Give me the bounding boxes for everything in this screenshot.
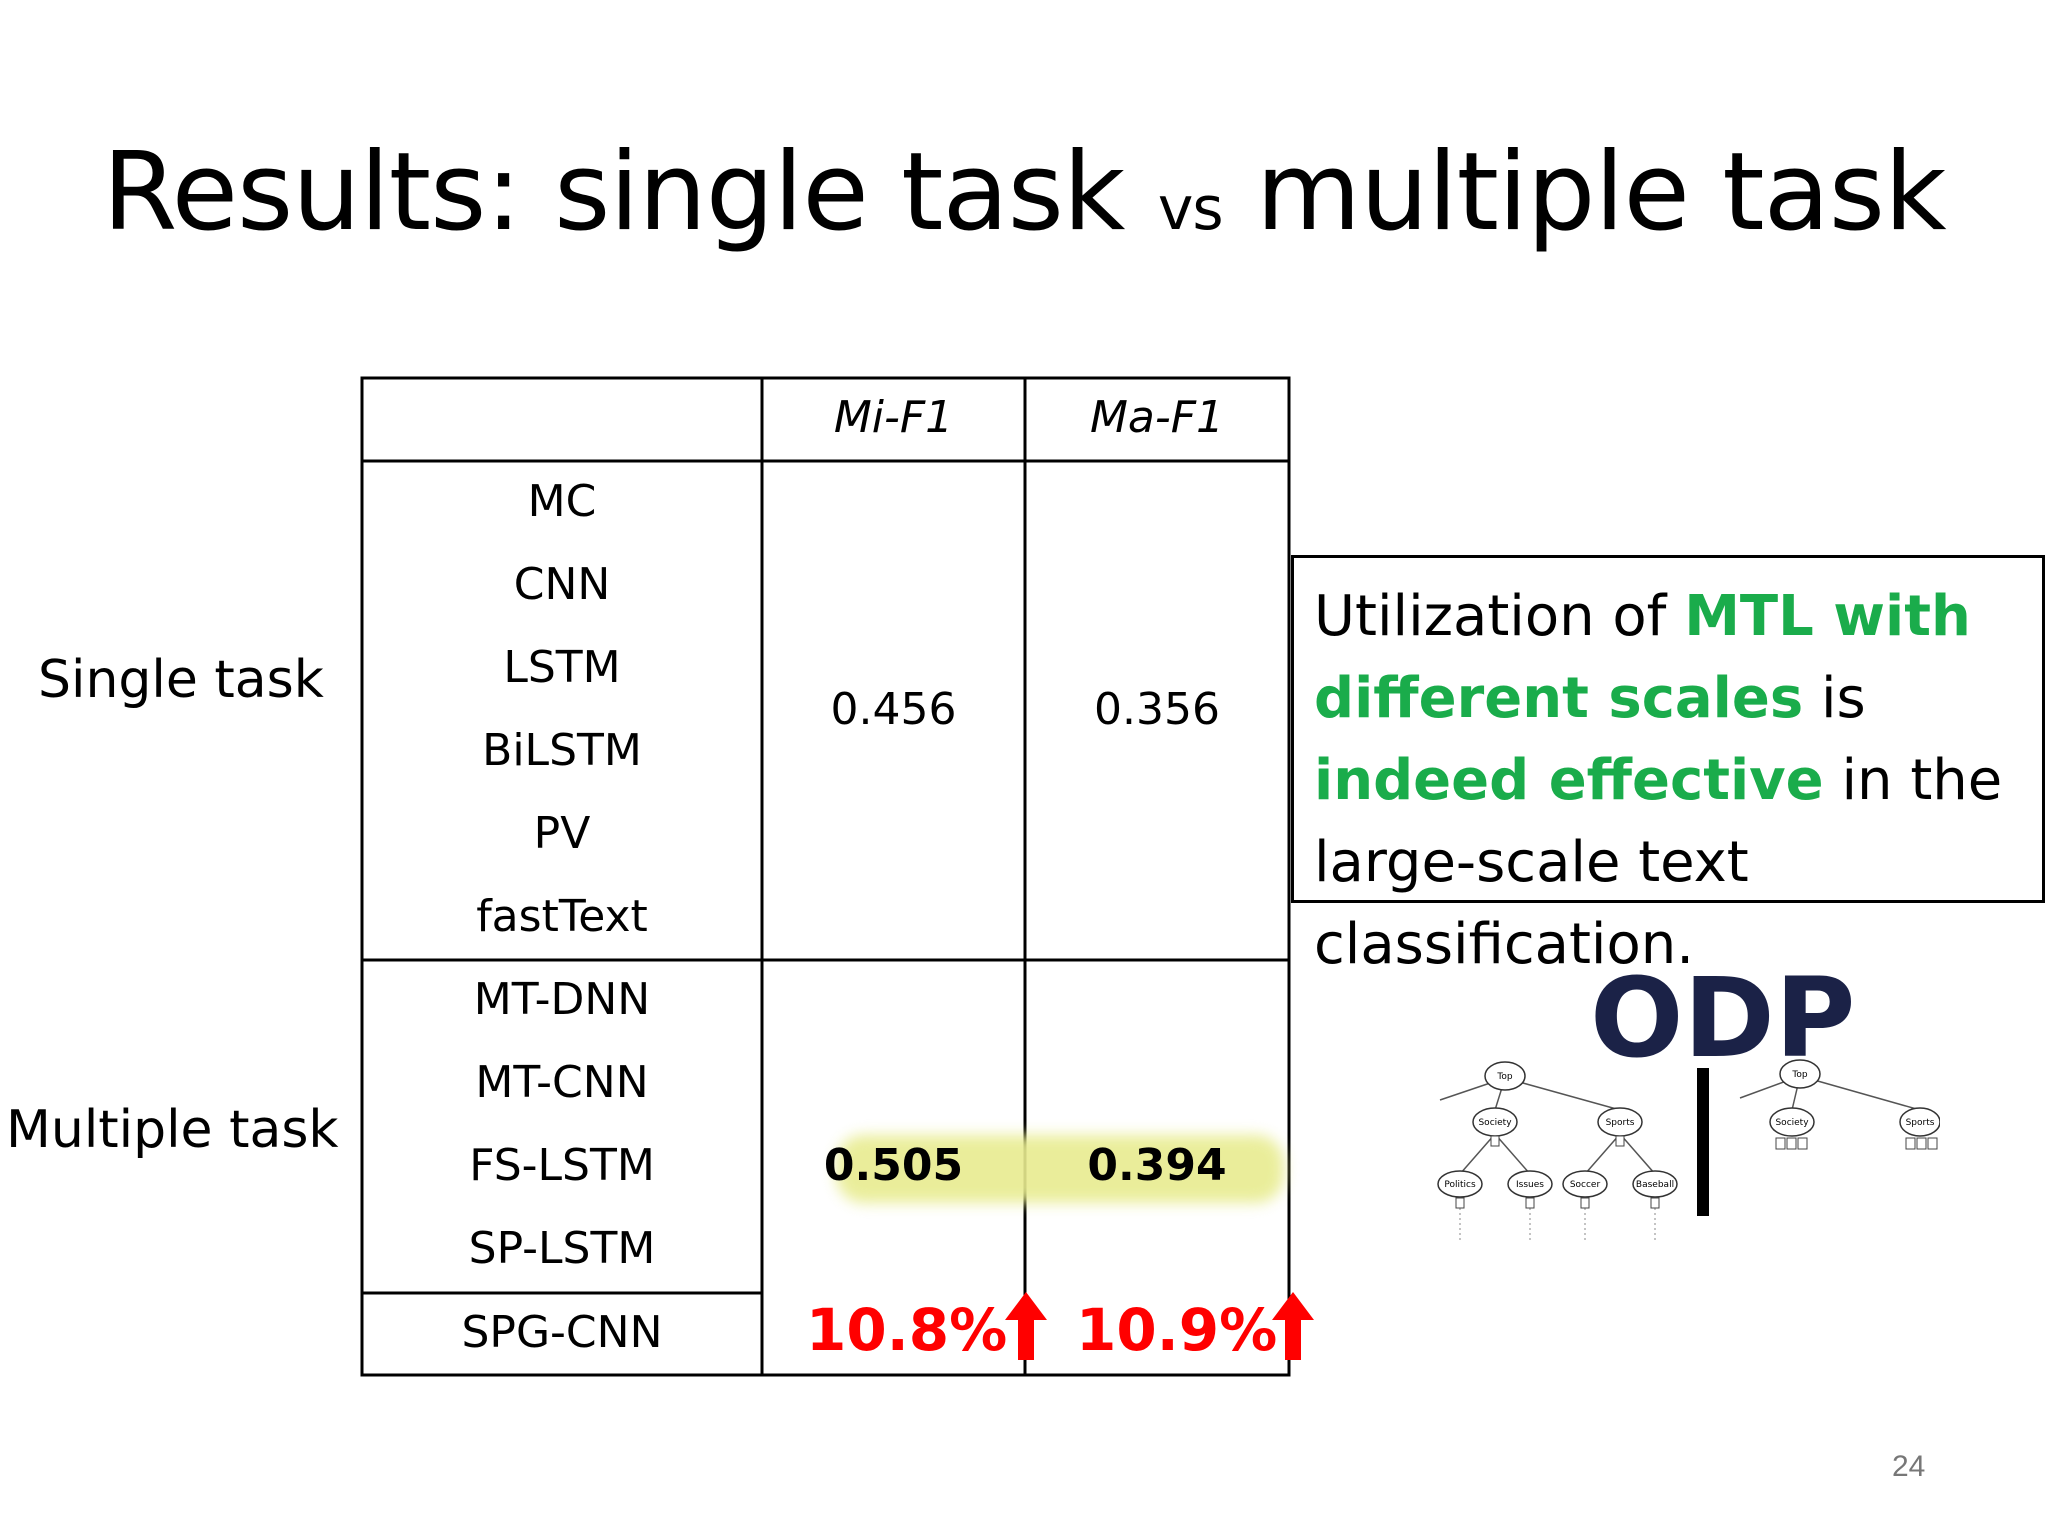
odp-hierarchy-figure: ODP Top Society Sports Politics Issues S… [1437, 954, 1940, 1240]
tree-node-label: Society [1478, 1118, 1512, 1128]
up-arrow-icon [1005, 1292, 1047, 1360]
tree-node-label: Issues [1516, 1180, 1544, 1190]
tree-node-label: Baseball [1636, 1180, 1674, 1190]
header-mi-f1: Mi-F1 [833, 392, 954, 443]
model-name: CNN [513, 559, 611, 610]
ma-f1-gain: 10.9% [1076, 1296, 1278, 1364]
model-name: MT-DNN [473, 974, 651, 1025]
single-ma-f1-value: 0.356 [1094, 684, 1220, 735]
model-name: MC [527, 476, 597, 527]
multi-ma-f1-value: 0.394 [1087, 1140, 1227, 1191]
page-number: 24 [1892, 1450, 1926, 1483]
slide-title: Results: single task vs multiple task [102, 130, 1946, 255]
conclusion-callout: Utilization of MTL with different scales… [1291, 555, 2045, 977]
tree-node-label: Top [1496, 1072, 1512, 1082]
tree-node-label: Society [1775, 1118, 1809, 1128]
single-mi-f1-value: 0.456 [830, 684, 957, 735]
model-name: SPG-CNN [461, 1307, 663, 1358]
tree-node-label: Soccer [1570, 1180, 1601, 1190]
single-task-label: Single task [38, 650, 324, 710]
model-name: MT-CNN [475, 1057, 649, 1108]
model-name: LSTM [503, 642, 621, 693]
best-result-highlight [836, 1135, 1284, 1203]
model-name: FS-LSTM [469, 1140, 655, 1191]
model-name: PV [533, 808, 591, 859]
multiple-task-label: Multiple task [6, 1100, 339, 1160]
tree-node-label: Sports [1906, 1118, 1935, 1128]
tree-node-label: Politics [1444, 1180, 1476, 1190]
tree-node-label: Sports [1606, 1118, 1635, 1128]
odp-logo: ODP [1590, 954, 1855, 1082]
divider-bar [1697, 1068, 1709, 1216]
tree-node-label: Top [1791, 1070, 1807, 1080]
model-name: fastText [476, 891, 648, 942]
model-name: BiLSTM [482, 725, 642, 776]
mi-f1-gain: 10.8% [806, 1296, 1008, 1364]
up-arrow-icon [1272, 1292, 1314, 1360]
header-ma-f1: Ma-F1 [1089, 392, 1225, 443]
svg-text:ODP: ODP [1590, 954, 1855, 1082]
multi-mi-f1-value: 0.505 [823, 1140, 964, 1191]
model-name: SP-LSTM [468, 1223, 656, 1274]
